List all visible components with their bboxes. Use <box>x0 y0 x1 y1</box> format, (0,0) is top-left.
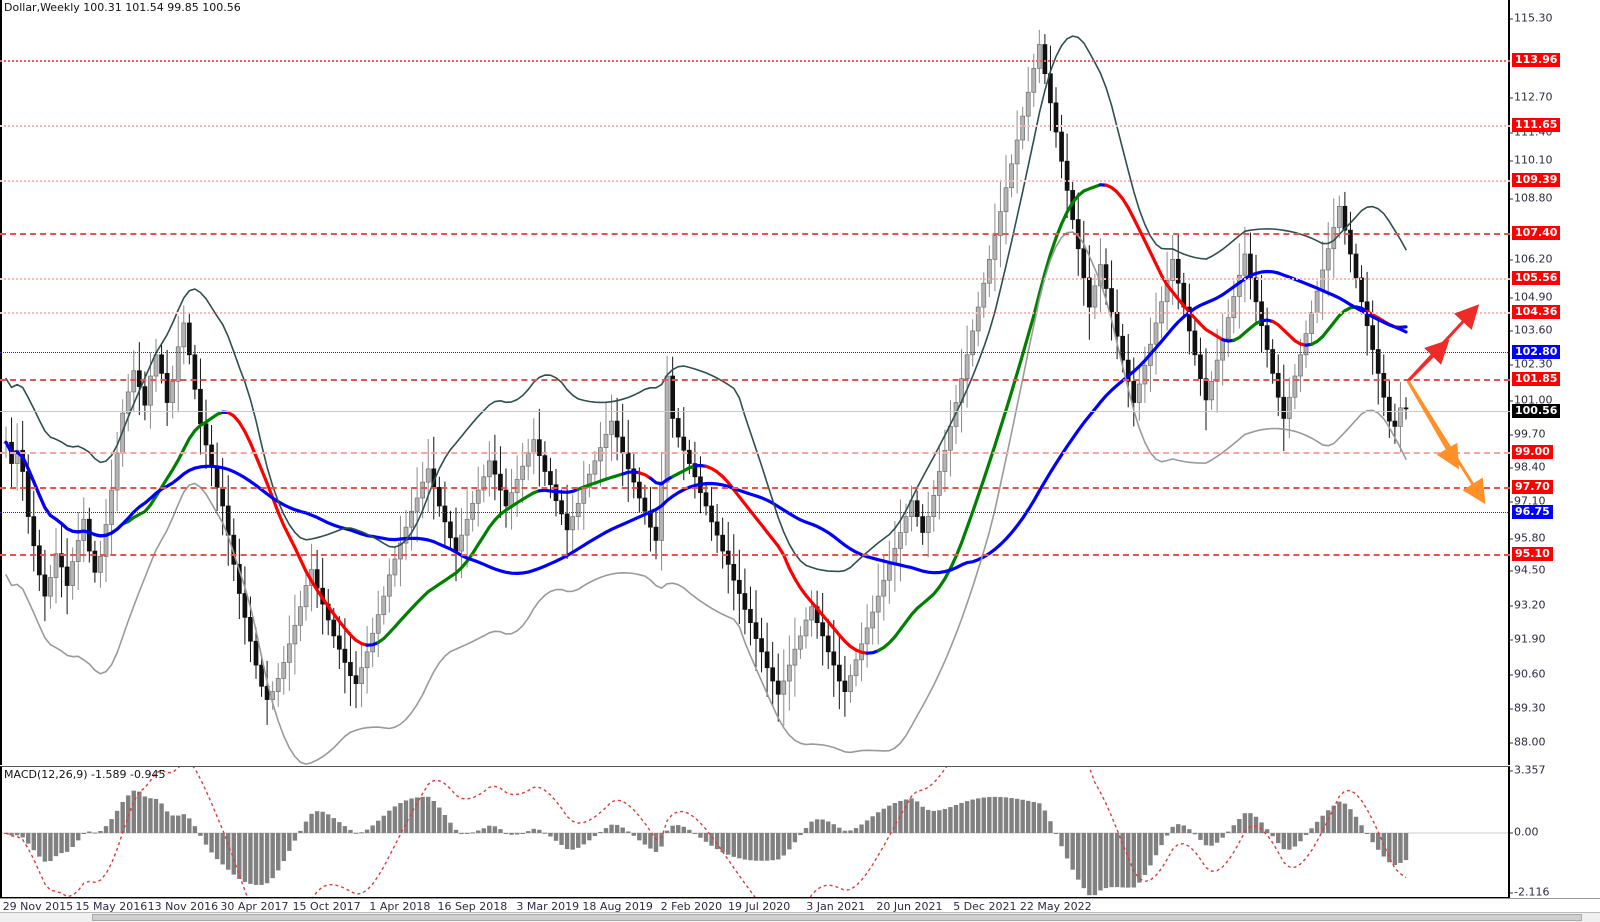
macd-tick: 3.357 <box>1510 763 1546 777</box>
price-level-tag[interactable]: 105.56 <box>1512 271 1561 285</box>
price-level-tag[interactable]: 96.75 <box>1512 505 1553 519</box>
price-tick: 103.60 <box>1510 323 1553 337</box>
price-level-tag[interactable]: 104.36 <box>1512 305 1561 319</box>
price-tick: 108.80 <box>1510 191 1553 205</box>
price-tick: 110.10 <box>1510 153 1553 167</box>
date-label: 22 May 2022 <box>1019 900 1092 913</box>
date-label: 3 Jan 2021 <box>806 900 866 913</box>
price-tick: 99.70 <box>1510 427 1546 441</box>
horizontal-scrollbar[interactable] <box>0 912 1600 922</box>
price-tick: 106.20 <box>1510 252 1553 266</box>
price-tick: 112.70 <box>1510 90 1553 104</box>
date-axis[interactable]: 29 Nov 2015 15 May 2016 13 Nov 2016 30 Apr … <box>0 898 1600 914</box>
price-tick: 95.80 <box>1510 531 1546 545</box>
price-level-tag[interactable]: 99.00 <box>1512 445 1553 459</box>
price-level-tag[interactable]: 101.85 <box>1512 372 1561 386</box>
price-level-tag[interactable]: 100.56 <box>1512 404 1561 418</box>
macd-tick: 0.00 <box>1510 825 1539 839</box>
date-label: 18 Aug 2019 <box>582 900 653 913</box>
date-label: 16 Sep 2018 <box>437 900 508 913</box>
date-label: 15 May 2016 <box>75 900 148 913</box>
date-label: 1 Apr 2018 <box>369 900 431 913</box>
date-axis-labels: 29 Nov 2015 15 May 2016 13 Nov 2016 30 Apr … <box>0 899 1600 915</box>
price-tick: 102.30 <box>1510 357 1553 371</box>
price-tick: 104.90 <box>1510 290 1553 304</box>
date-label: 15 Oct 2017 <box>292 900 361 913</box>
price-level-tag[interactable]: 111.65 <box>1512 118 1561 132</box>
macd-panel[interactable] <box>0 766 1510 898</box>
price-tick: 101.00 <box>1510 393 1553 407</box>
price-tick: 98.40 <box>1510 460 1546 474</box>
date-label: 29 Nov 2015 <box>2 900 74 913</box>
date-label: 3 Mar 2019 <box>516 900 580 913</box>
price-level-tag[interactable]: 102.80 <box>1512 345 1561 359</box>
date-label: 5 Dec 2021 <box>953 900 1017 913</box>
price-tick: 91.90 <box>1510 632 1546 646</box>
price-level-tag[interactable]: 113.96 <box>1512 53 1561 67</box>
scrollbar-thumb[interactable] <box>92 914 1582 921</box>
price-level-tag[interactable]: 107.40 <box>1512 226 1561 240</box>
date-label: 19 Jul 2020 <box>728 900 791 913</box>
macd-title: MACD(12,26,9) -1.589 -0.945 <box>4 768 166 781</box>
price-level-tag[interactable]: 97.70 <box>1512 480 1553 494</box>
price-level-tag[interactable]: 109.39 <box>1512 173 1561 187</box>
date-label: 20 Jun 2021 <box>876 900 943 913</box>
price-tick: 115.30 <box>1510 11 1553 25</box>
macd-tick: -2.116 <box>1509 885 1550 899</box>
price-plot-area[interactable] <box>2 0 1510 765</box>
price-tick: 93.20 <box>1510 598 1546 612</box>
price-tick: 94.50 <box>1510 563 1546 577</box>
price-tick: 89.30 <box>1510 701 1546 715</box>
price-axis[interactable]: 115.30 112.70 111.40 110.10 108.80 106.20 104.… <box>1509 0 1600 899</box>
price-level-tag[interactable]: 95.10 <box>1512 547 1553 561</box>
macd-plot-area[interactable] <box>2 767 1510 898</box>
price-tick: 97.10 <box>1510 494 1546 508</box>
price-tick: 88.00 <box>1510 735 1546 749</box>
price-chart-panel[interactable] <box>0 0 1510 765</box>
chart-title: Dollar,Weekly 100.31 101.54 99.85 100.56 <box>4 1 241 14</box>
date-label: 2 Feb 2020 <box>660 900 723 913</box>
date-label: 13 Nov 2016 <box>147 900 219 913</box>
date-label: 30 Apr 2017 <box>220 900 289 913</box>
price-tick: 90.60 <box>1510 667 1546 681</box>
